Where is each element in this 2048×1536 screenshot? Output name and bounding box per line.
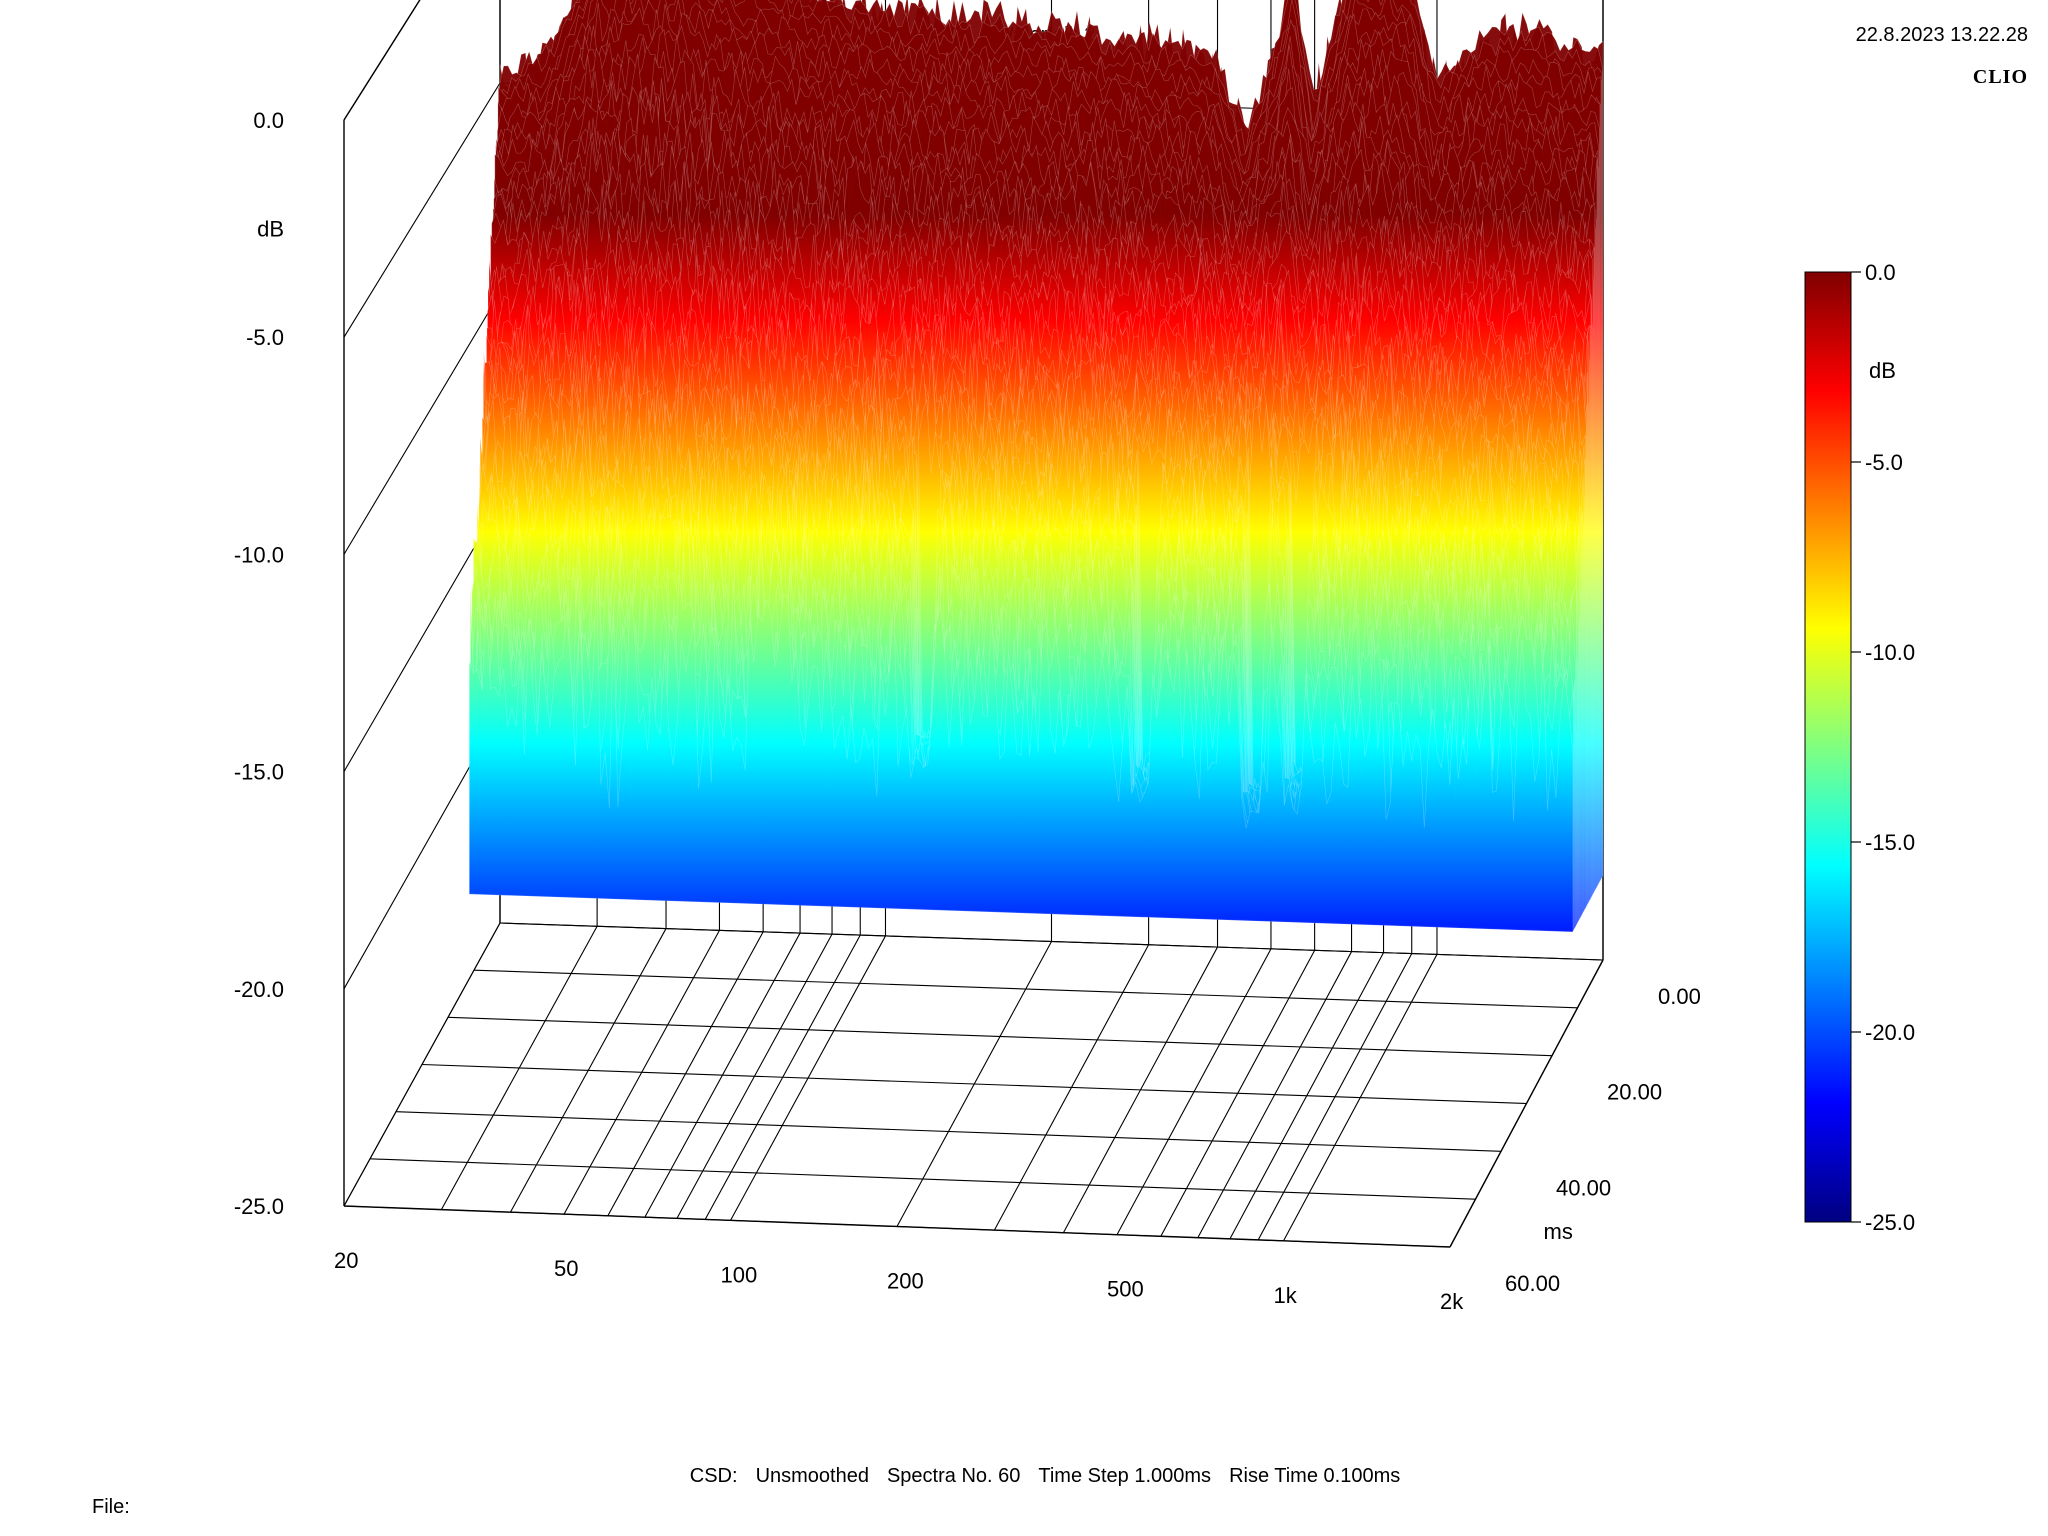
z-tick-label: -20.0 <box>234 977 284 1002</box>
footer-info: CSD: Unsmoothed Spectra No. 60 Time Step 1.… <box>0 1465 2048 1488</box>
colorbar-rect <box>1804 271 1852 1223</box>
axis-labels: 0.0 -5.0 -10.0 -15.0 -20.0 -25.0 dB 20 50 100 200 5… <box>234 108 1701 1314</box>
sidewall-gridline <box>343 82 501 338</box>
floor-gridline-time <box>447 1016 1553 1057</box>
x-tick-label: 200 <box>887 1269 924 1294</box>
box-edge <box>1449 959 1604 1248</box>
z-tick-label: -25.0 <box>234 1194 284 1219</box>
timestamp: 22.8.2023 13.22.28 <box>1855 24 2028 46</box>
colorbar-tick-label: -25.0 <box>1865 1210 1915 1235</box>
sidewall-gridline <box>343 0 421 121</box>
colorbar-tick-label: -5.0 <box>1865 450 1903 475</box>
z-tick-label: 0.0 <box>253 108 284 133</box>
waterfall-surface <box>469 0 1604 933</box>
smoothing-label: Unsmoothed <box>755 1465 869 1487</box>
z-unit-label: dB <box>257 217 284 242</box>
z-tick-label: -10.0 <box>234 542 284 567</box>
floor-gridline-time <box>473 969 1578 1009</box>
y-tick-label: 20.00 <box>1607 1080 1662 1105</box>
colorbar-unit-label: dB <box>1869 358 1896 383</box>
colorbar-tick-label: -20.0 <box>1865 1020 1915 1045</box>
x-tick-label: 2k <box>1440 1289 1464 1314</box>
rise-time-label: Rise Time 0.100ms <box>1229 1465 1401 1487</box>
x-tick-label: 1k <box>1274 1283 1298 1308</box>
colorbar-tick-label: -15.0 <box>1865 830 1915 855</box>
floor-gridline-time <box>499 922 1604 961</box>
y-tick-label: 40.00 <box>1556 1175 1611 1200</box>
brand-logo-text: CLIO <box>1972 66 2028 88</box>
spectra-count-label: Spectra No. 60 <box>886 1465 1021 1487</box>
y-unit-label: ms <box>1544 1219 1573 1244</box>
floor-gridline-time <box>395 1111 1502 1152</box>
colorbar-tick-label: 0.0 <box>1865 260 1896 285</box>
x-tick-label: 20 <box>334 1248 358 1273</box>
z-tick-label: -5.0 <box>246 325 284 350</box>
floor-gridline-time <box>421 1063 1527 1105</box>
box-edge <box>343 0 421 121</box>
x-tick-label: 50 <box>554 1256 578 1281</box>
spectrum-slice <box>469 576 1574 933</box>
box-edge <box>343 1205 1451 1248</box>
z-tick-label: -15.0 <box>234 760 284 785</box>
x-tick-label: 500 <box>1107 1277 1144 1302</box>
time-step-label: Time Step 1.000ms <box>1038 1465 1212 1487</box>
y-tick-label: 0.00 <box>1658 984 1701 1009</box>
x-tick-label: 100 <box>721 1262 758 1287</box>
colorbar: 0.0 -5.0 -10.0 -15.0 -20.0 -25.0 dB <box>1804 260 1915 1235</box>
sidewall-gridline <box>343 292 501 555</box>
floor-gridline-time <box>369 1158 1476 1200</box>
csd-label: CSD: <box>689 1465 738 1487</box>
y-tick-label: 60.00 <box>1505 1271 1560 1296</box>
file-label: File: <box>92 1496 130 1518</box>
colorbar-tick-label: -10.0 <box>1865 640 1915 665</box>
